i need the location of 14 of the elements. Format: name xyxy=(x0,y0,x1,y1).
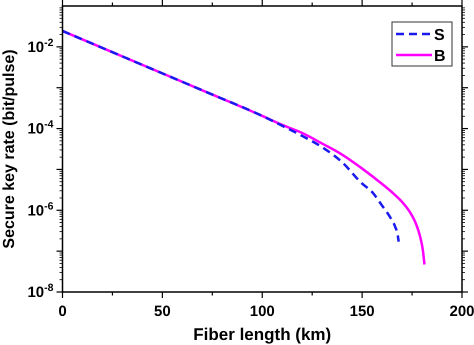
line-series xyxy=(62,30,400,243)
x-tick-label: 150 xyxy=(350,303,375,320)
legend-label: B xyxy=(434,48,446,65)
legend-label: S xyxy=(434,27,445,44)
y-axis-title: Secure key rate (bit/pulse) xyxy=(1,49,18,249)
x-axis-title: Fiber length (km) xyxy=(193,325,332,344)
x-tick-label: 200 xyxy=(449,303,474,320)
y-tick-label: 10$^{-6}$ xyxy=(27,200,54,220)
y-tick-label: 10$^{-4}$ xyxy=(27,118,54,138)
x-tick-label: 100 xyxy=(250,303,275,320)
x-tick-label: 50 xyxy=(154,303,171,320)
y-tick-label: 10$^{-8}$ xyxy=(27,282,54,301)
y-tick-label: 10$^{-2}$ xyxy=(27,36,54,56)
x-tick-label: 0 xyxy=(58,303,67,320)
